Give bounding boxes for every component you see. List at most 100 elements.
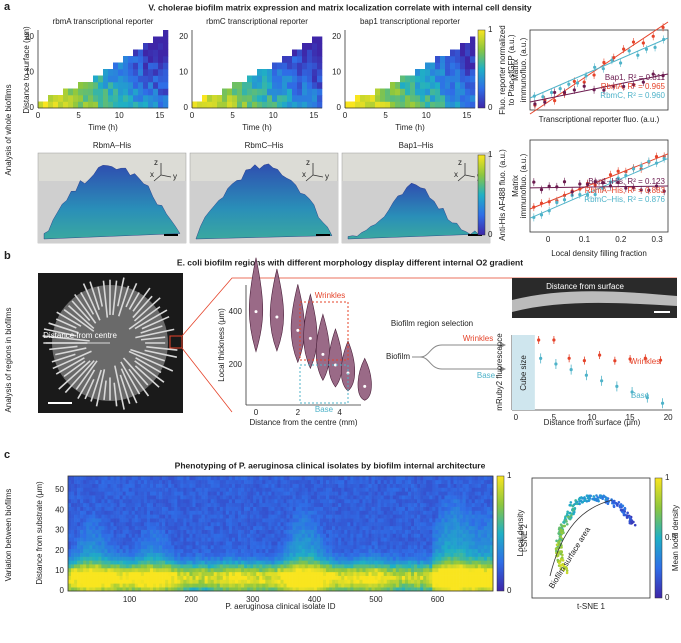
heat-cell [326,576,329,580]
heat-cell [74,476,77,480]
point [578,182,581,185]
heat-cell [123,553,126,557]
heat-cell [158,102,163,109]
heat-cell [281,553,284,557]
heat-cell [123,484,126,488]
heat-cell [299,534,302,538]
heat-cell [259,514,262,518]
heat-cell [417,522,420,526]
heat-cell [241,557,244,561]
heat-cell [426,488,429,492]
heat-cell [68,576,71,580]
heat-cell [123,564,126,568]
x-tick-label: 0 [343,111,348,120]
heat-cell [284,484,287,488]
heat-cell [356,484,359,488]
heat-cell [390,511,393,515]
heat-cell [384,491,387,495]
heat-cell [420,583,423,587]
heat-cell [299,491,302,495]
heat-cell [460,564,463,568]
heat-cell [445,95,450,102]
heat-cell [208,576,211,580]
heat-cell [77,484,80,488]
heat-cell [208,534,211,538]
heat-cell [347,534,350,538]
heat-cell [123,576,126,580]
heat-cell [244,488,247,492]
heat-cell [472,507,475,511]
heat-cell [141,545,144,549]
heat-cell [369,476,372,480]
heat-cell [118,89,123,96]
point [662,38,665,41]
heat-cell [466,495,469,499]
heat-cell [432,514,435,518]
heat-cell [174,514,177,518]
heat-cell [326,491,329,495]
heat-cell [148,56,153,63]
heat-cell [299,511,302,515]
heat-cell [305,491,308,495]
heat-cell [98,499,101,503]
heat-cell [183,564,186,568]
heat-cell [385,95,390,102]
heat-cell [92,580,95,584]
heat-cell [411,564,414,568]
heat-cell [320,580,323,584]
heat-cell [390,488,393,492]
heat-cell [438,526,441,530]
heat-cell [244,572,247,576]
heat-cell [129,534,132,538]
heat-cell [323,545,326,549]
heat-cell [199,484,202,488]
heat-cell [466,491,469,495]
heat-cell [323,503,326,507]
heat-cell [350,557,353,561]
heat-cell [153,572,156,576]
heat-cell [74,564,77,568]
heat-cell [420,537,423,541]
heat-cell [238,583,241,587]
heat-cell [305,545,308,549]
heat-cell [223,488,226,492]
heat-cell [217,564,220,568]
heat-cell [481,534,484,538]
heat-cell [454,507,457,511]
heat-cell [229,514,232,518]
heat-cell [426,534,429,538]
heat-cell [205,576,208,580]
heat-cell [163,37,168,44]
heat-cell [447,534,450,538]
heat-cell [353,553,356,557]
heat-cell [435,476,438,480]
heat-cell [312,76,317,83]
heat-cell [108,102,113,109]
heat-cell [350,545,353,549]
heat-cell [259,491,262,495]
heat-cell [238,518,241,522]
heat-cell [408,580,411,584]
heat-cell [393,560,396,564]
heat-cell [144,503,147,507]
heat-cell [375,488,378,492]
heat-cell [226,488,229,492]
heat-cell [101,530,104,534]
heat-cell [308,564,311,568]
heat-cell [385,102,390,109]
heat-cell [267,69,272,76]
heat-cell [335,572,338,576]
heat-cell [227,95,232,102]
heat-cell [143,50,148,57]
heat-cell [317,530,320,534]
heat-cell [463,553,466,557]
heat-cell [451,495,454,499]
heat-cell [123,511,126,515]
heat-cell [402,534,405,538]
heat-cell [341,580,344,584]
heat-cell [86,534,89,538]
heat-cell [126,541,129,545]
heat-cell [129,580,132,584]
heat-cell [307,95,312,102]
heat-cell [378,583,381,587]
